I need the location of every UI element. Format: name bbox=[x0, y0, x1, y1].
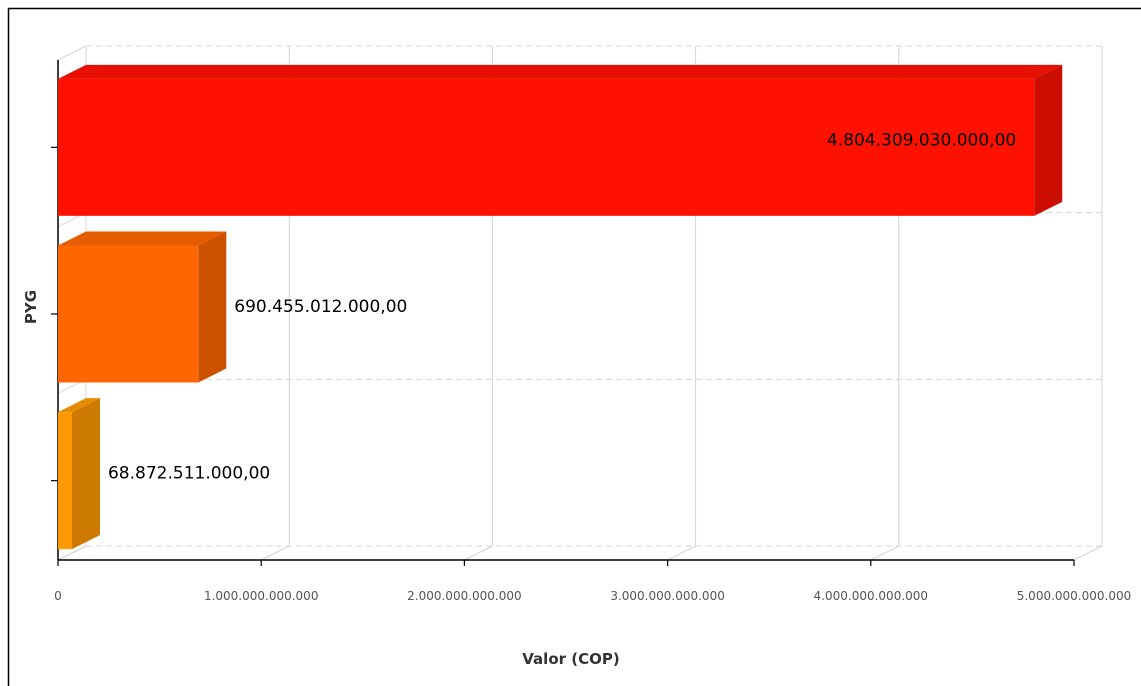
bar-2 bbox=[58, 231, 227, 383]
x-tick-label: 2.000.000.000.000 bbox=[407, 589, 522, 603]
grid-line-floor bbox=[1073, 545, 1103, 561]
x-tick-label: 4.000.000.000.000 bbox=[814, 589, 929, 603]
bar-data-label: 690.455.012.000,00 bbox=[234, 297, 407, 317]
x-tick-label: 0 bbox=[54, 589, 62, 603]
chart-border bbox=[7, 7, 1141, 686]
bar-side bbox=[198, 231, 227, 383]
bar-front bbox=[58, 78, 1035, 216]
bar-top bbox=[58, 64, 1063, 79]
bar-1 bbox=[58, 64, 1063, 216]
bar-top bbox=[58, 231, 227, 246]
x-tick-label: 1.000.000.000.000 bbox=[204, 589, 319, 603]
bar-top bbox=[58, 398, 100, 413]
grid-line-floor bbox=[260, 545, 290, 561]
grid-line-side bbox=[57, 545, 87, 561]
bar-data-label: 4.804.309.030.000,00 bbox=[827, 130, 1016, 150]
x-tick-label: 3.000.000.000.000 bbox=[610, 589, 725, 603]
bar-layer bbox=[58, 64, 1063, 550]
grid-line-floor bbox=[464, 545, 493, 561]
bar-3 bbox=[58, 398, 100, 550]
grid-line-floor bbox=[870, 545, 900, 561]
grid-line-side bbox=[57, 45, 87, 61]
x-tick-label: 5.000.000.000.000 bbox=[1017, 589, 1132, 603]
y-axis-title: PYG bbox=[22, 290, 40, 324]
bar-side bbox=[71, 398, 100, 550]
label-layer: 4.804.309.030.000,00 690.455.012.000,00 68… bbox=[108, 130, 1016, 483]
grid-line-floor bbox=[667, 545, 696, 561]
x-axis-title: Valor (COP) bbox=[522, 650, 619, 668]
bar-front bbox=[58, 245, 199, 383]
bar-side bbox=[1034, 64, 1063, 216]
bar-data-label: 68.872.511.000,00 bbox=[108, 464, 270, 484]
bar-front bbox=[58, 412, 72, 550]
